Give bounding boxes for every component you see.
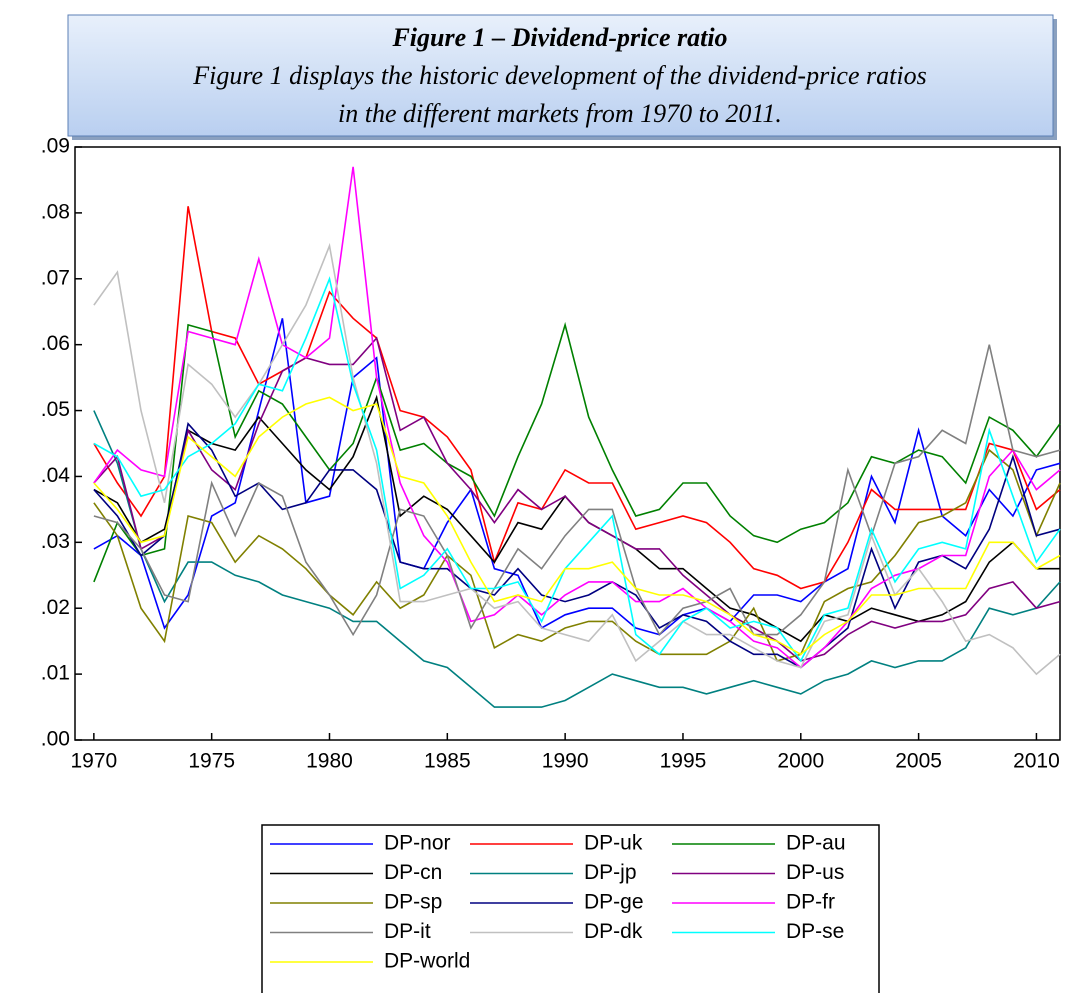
- legend-label: DP-it: [384, 920, 431, 943]
- legend-label: DP-cn: [384, 861, 442, 884]
- data-line: [93, 396, 1061, 656]
- legend-label: DP-fr: [786, 891, 835, 914]
- y-tick-label: .08: [41, 200, 70, 223]
- legend-box: [261, 824, 880, 993]
- y-tick-label: .03: [41, 530, 70, 553]
- data-line: [93, 344, 1061, 637]
- data-line: [93, 336, 1061, 662]
- x-tick-label: 2005: [895, 750, 942, 773]
- y-tick-label: .07: [41, 266, 70, 289]
- data-line: [93, 166, 1061, 669]
- x-tick-label: 2010: [1013, 750, 1060, 773]
- chart-title: Figure 1 – Dividend-price ratio: [391, 23, 727, 52]
- legend-label: DP-se: [786, 920, 844, 943]
- legend-label: DP-au: [786, 832, 846, 855]
- data-line: [93, 206, 1061, 590]
- legend-label: DP-ge: [584, 891, 644, 914]
- data-line: [93, 394, 1060, 643]
- y-tick-label: .04: [41, 464, 71, 487]
- chart-subtitle: Figure 1 displays the historic developme…: [192, 61, 926, 90]
- y-tick-label: .02: [41, 596, 70, 619]
- y-tick-label: .06: [41, 332, 70, 355]
- legend-label: DP-nor: [384, 832, 451, 855]
- chart-subtitle: in the different markets from 1970 to 20…: [338, 99, 782, 128]
- x-tick-label: 1975: [188, 750, 235, 773]
- plot-frame: [74, 146, 1061, 741]
- legend-label: DP-us: [786, 861, 844, 884]
- data-line: [93, 410, 1061, 708]
- data-line: [93, 421, 1061, 669]
- data-line: [93, 321, 1061, 583]
- legend-label: DP-uk: [584, 832, 643, 855]
- y-tick-label: .05: [41, 398, 70, 421]
- data-line: [93, 276, 1061, 663]
- data-line: [93, 318, 1061, 636]
- x-tick-label: 1995: [660, 750, 707, 773]
- x-tick-label: 1980: [306, 750, 353, 773]
- legend-label: DP-dk: [584, 920, 643, 943]
- legend-label: DP-sp: [384, 891, 442, 914]
- data-line: [93, 448, 1061, 662]
- title-box: [67, 14, 1054, 137]
- legend-label: DP-jp: [584, 861, 637, 884]
- legend-label: DP-world: [384, 950, 470, 973]
- x-tick-label: 1990: [542, 750, 589, 773]
- y-tick-label: .09: [41, 135, 70, 158]
- data-line: [93, 242, 1061, 676]
- y-tick-label: .01: [41, 662, 70, 685]
- x-tick-label: 2000: [777, 750, 824, 773]
- y-tick-label: .00: [41, 728, 70, 751]
- x-tick-label: 1970: [70, 750, 117, 773]
- x-tick-label: 1985: [424, 750, 471, 773]
